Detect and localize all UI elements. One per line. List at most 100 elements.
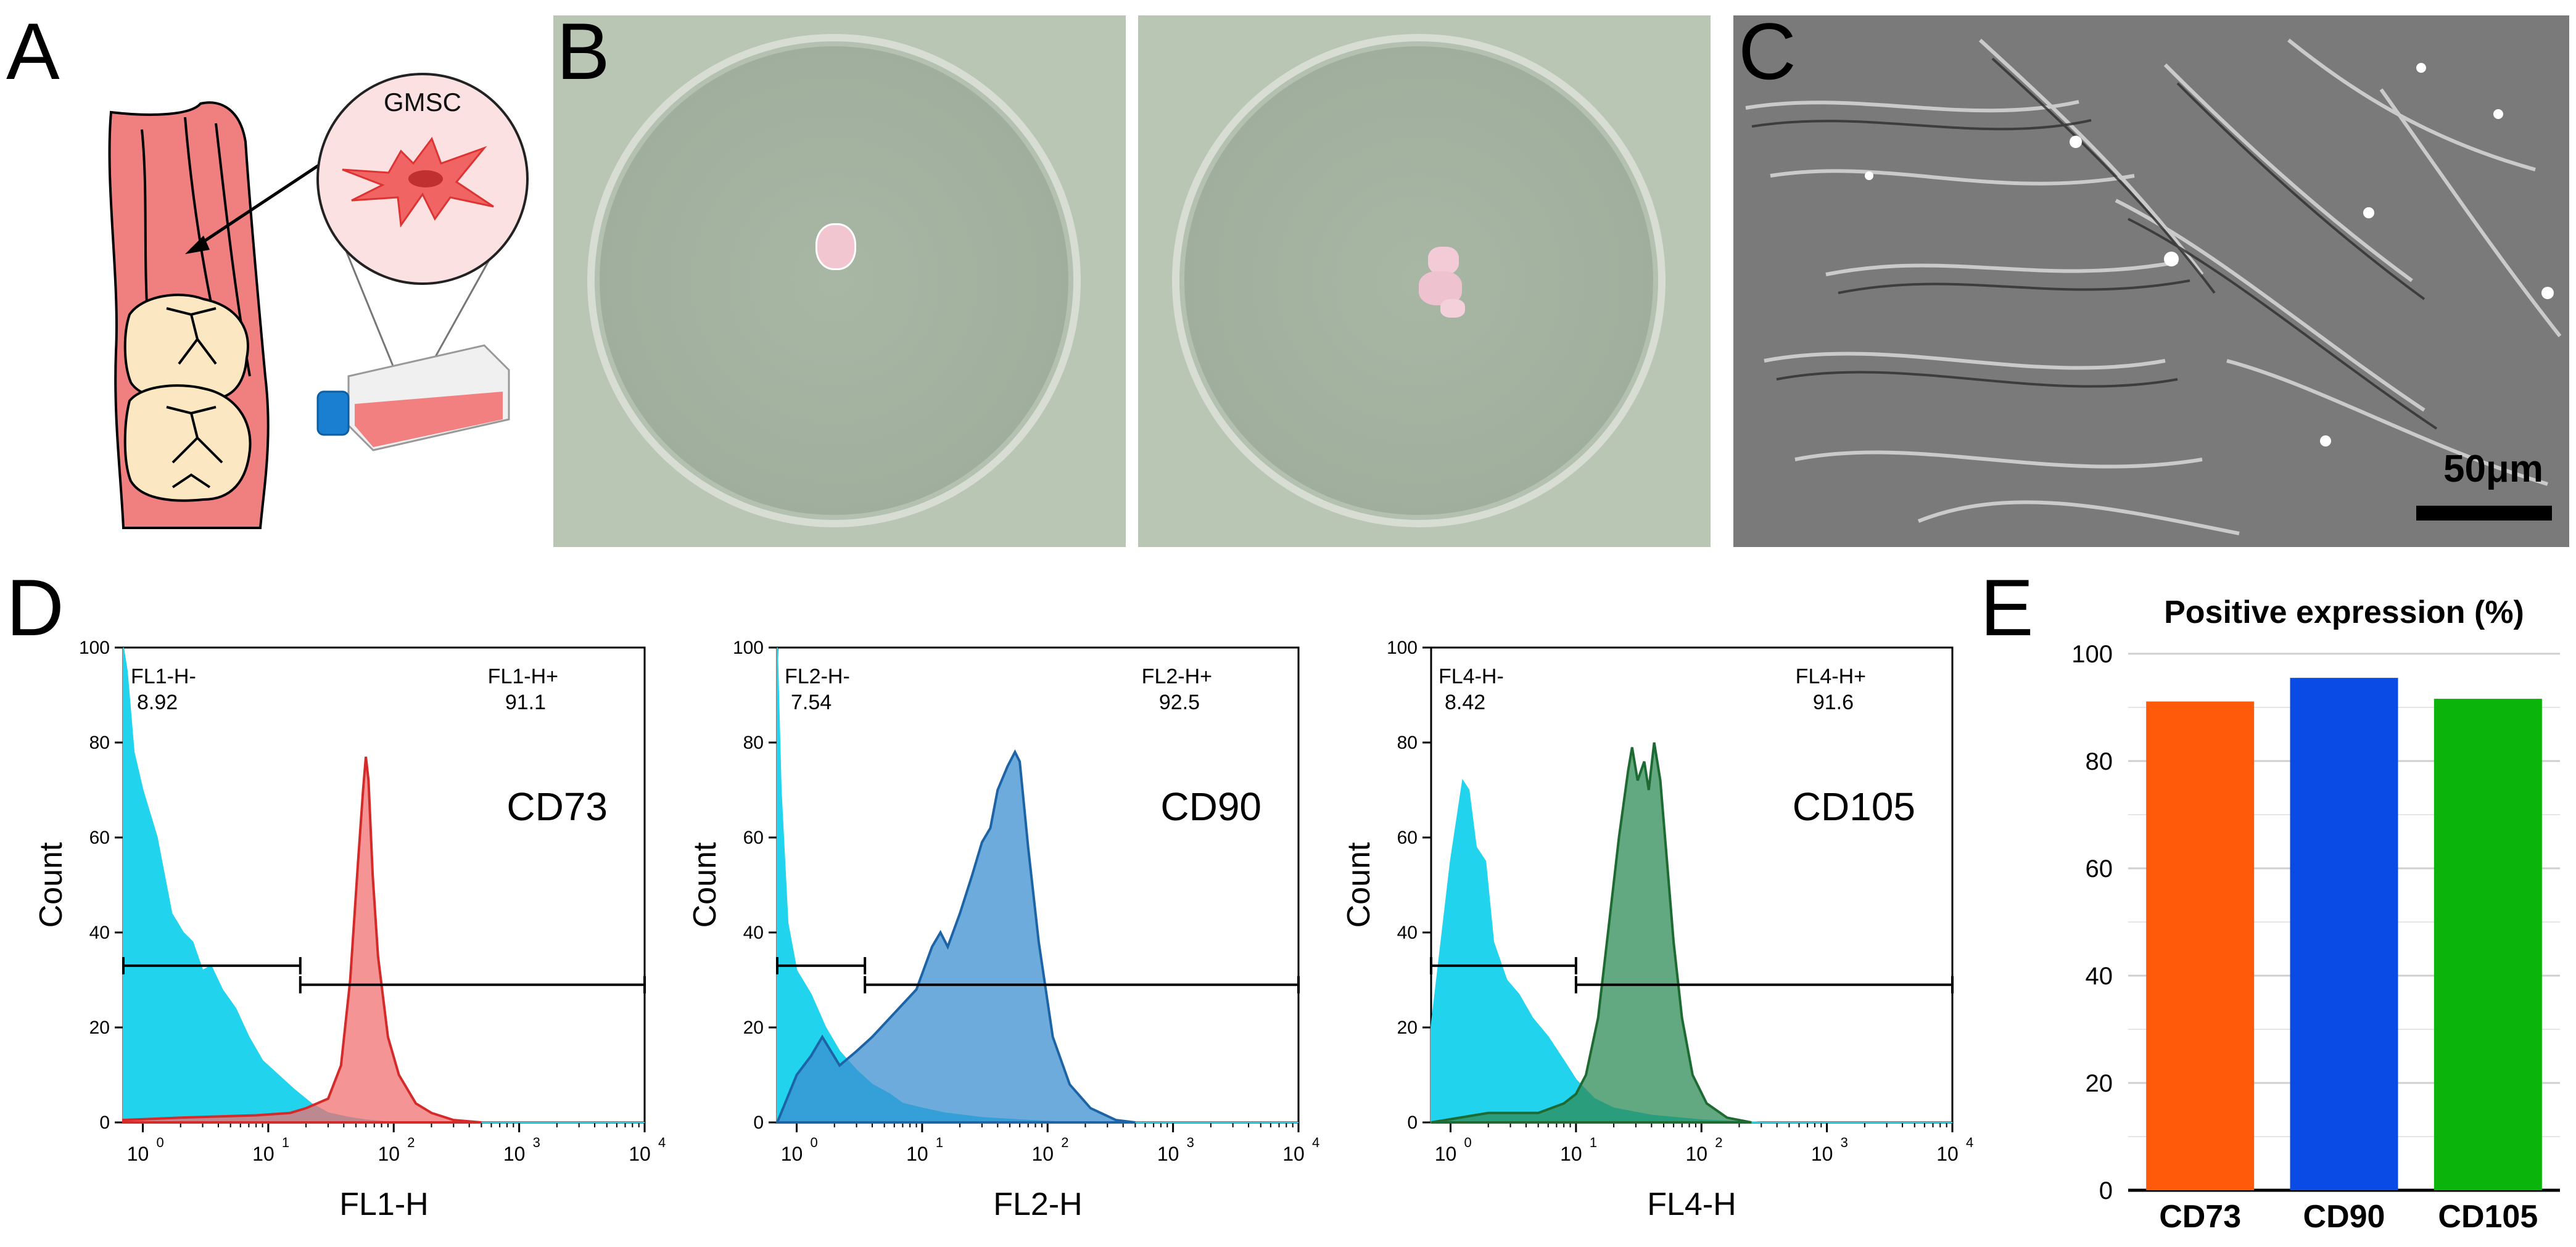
- y-tick-label: 100: [2071, 641, 2113, 668]
- x-tick-label: 10: [1157, 1143, 1179, 1165]
- y-tick-label: 100: [1387, 638, 1418, 658]
- culture-flask-icon: [316, 344, 510, 451]
- gate-label-negative: FL1-H-: [131, 665, 196, 688]
- x-tick-exponent: 1: [282, 1135, 289, 1150]
- y-axis-label: Count: [33, 842, 69, 928]
- x-tick-label: 10: [1031, 1143, 1054, 1165]
- gate-label-positive: FL2-H+: [1142, 665, 1212, 688]
- y-tick-label: 0: [1407, 1113, 1418, 1133]
- y-tick-label: 20: [743, 1018, 764, 1038]
- x-tick-exponent: 2: [1061, 1135, 1068, 1150]
- gate-label-negative: FL4-H-: [1439, 665, 1504, 688]
- gmsc-zoom-circle: GMSC: [316, 73, 529, 386]
- gate-value-positive: 91.6: [1813, 691, 1854, 714]
- stained-histogram: [775, 749, 1136, 1124]
- x-tick-label: 10: [378, 1143, 400, 1165]
- y-tick-label: 80: [743, 733, 764, 753]
- histogram-cd105: 020406080100100101102103104FL4-H-8.42FL4…: [1341, 638, 1973, 1222]
- gate-label-negative: FL2-H-: [785, 665, 850, 688]
- x-tick-label: 10: [629, 1143, 651, 1165]
- y-tick-label: 60: [743, 828, 764, 848]
- x-axis-label: FL2-H: [993, 1187, 1082, 1222]
- gate-label-positive: FL4-H+: [1796, 665, 1866, 688]
- x-tick-label: 10: [1560, 1143, 1582, 1165]
- bar-cd105: [2434, 699, 2542, 1190]
- y-tick-label: 40: [89, 923, 110, 943]
- panel-e-letter: E: [1980, 562, 2034, 652]
- y-tick-label: 20: [1397, 1018, 1418, 1038]
- x-tick-label: 10: [1282, 1143, 1305, 1165]
- y-tick-label: 20: [2086, 1070, 2113, 1097]
- bar-cd73: [2146, 701, 2255, 1190]
- x-tick-exponent: 2: [1715, 1135, 1722, 1150]
- microscopy-image: 50μm: [1733, 15, 2569, 547]
- y-tick-label: 100: [733, 638, 764, 658]
- gmsc-label: GMSC: [384, 88, 461, 117]
- gate-value-negative: 8.92: [137, 691, 178, 714]
- x-tick-label: 10: [127, 1143, 149, 1165]
- x-tick-exponent: 0: [811, 1135, 818, 1150]
- x-tick-exponent: 3: [533, 1135, 540, 1150]
- y-axis-label: Count: [1341, 842, 1377, 928]
- bar-chart-title: Positive expression (%): [2164, 595, 2524, 630]
- panel-c-letter: C: [1738, 6, 1796, 96]
- y-tick-label: 40: [1397, 923, 1418, 943]
- positive-expression-bar-chart: Positive expression (%) 0 20 40 60 80 100 CD73 C…: [2071, 595, 2560, 1235]
- stained-histogram: [122, 756, 482, 1124]
- marker-label: CD73: [506, 784, 608, 829]
- y-axis-label: Count: [687, 842, 723, 928]
- y-tick-label: 0: [99, 1113, 110, 1133]
- gingiva-tooth-illustration: [108, 101, 359, 529]
- scale-bar: [2416, 506, 2552, 521]
- x-tick-label: 10: [906, 1143, 928, 1165]
- y-tick-label: 0: [753, 1113, 764, 1133]
- gate-label-positive: FL1-H+: [488, 665, 558, 688]
- panel-a-letter: A: [6, 6, 60, 96]
- culture-dish-photo-1: [553, 15, 1126, 547]
- histogram-cd73: 020406080100100101102103104FL1-H-8.92FL1…: [33, 638, 666, 1222]
- culture-dish-photo-2: [1138, 15, 1711, 547]
- gate-value-negative: 7.54: [791, 691, 832, 714]
- x-tick-exponent: 0: [157, 1135, 164, 1150]
- x-tick-label: 10: [1936, 1143, 1959, 1165]
- y-tick-label: 20: [89, 1018, 110, 1038]
- x-tick-label: 10: [1435, 1143, 1457, 1165]
- marker-label: CD90: [1160, 784, 1261, 829]
- x-tick-exponent: 0: [1464, 1135, 1472, 1150]
- x-tick-label: 10: [781, 1143, 803, 1165]
- cell-field: [1733, 15, 2569, 547]
- x-axis-label: FL1-H: [339, 1187, 428, 1222]
- histogram-cd90: 020406080100100101102103104FL2-H-7.54FL2…: [687, 638, 1319, 1222]
- y-tick-label: 60: [89, 828, 110, 848]
- y-tick-label: 0: [2099, 1177, 2113, 1204]
- x-tick-exponent: 2: [407, 1135, 415, 1150]
- gate-value-positive: 91.1: [505, 691, 546, 714]
- bar-cd90: [2290, 678, 2398, 1190]
- x-tick-exponent: 4: [658, 1135, 666, 1150]
- y-tick-label: 80: [1397, 733, 1418, 753]
- x-tick-label: 10: [1811, 1143, 1833, 1165]
- panel-b-letter: B: [556, 6, 610, 96]
- y-tick-label: 40: [2086, 963, 2113, 990]
- y-tick-label: 60: [1397, 828, 1418, 848]
- x-tick-exponent: 3: [1187, 1135, 1194, 1150]
- x-tick-label: 10: [252, 1143, 275, 1165]
- x-tick-exponent: 1: [1590, 1135, 1597, 1150]
- x-tick-exponent: 4: [1966, 1135, 1973, 1150]
- category-label: CD73: [2159, 1199, 2241, 1235]
- panel-d-letter: D: [6, 562, 64, 652]
- gate-value-positive: 92.5: [1159, 691, 1200, 714]
- x-tick-exponent: 3: [1841, 1135, 1848, 1150]
- y-tick-label: 100: [79, 638, 110, 658]
- marker-label: CD105: [1793, 784, 1915, 829]
- scale-bar-label: 50μm: [2443, 448, 2543, 490]
- x-tick-label: 10: [503, 1143, 526, 1165]
- stained-histogram: [1430, 742, 1752, 1124]
- category-label: CD105: [2438, 1199, 2538, 1235]
- x-axis-label: FL4-H: [1647, 1187, 1736, 1222]
- y-tick-label: 40: [743, 923, 764, 943]
- y-tick-label: 80: [2086, 748, 2113, 775]
- y-tick-label: 80: [89, 733, 110, 753]
- y-tick-label: 60: [2086, 855, 2113, 883]
- gate-value-negative: 8.42: [1445, 691, 1485, 714]
